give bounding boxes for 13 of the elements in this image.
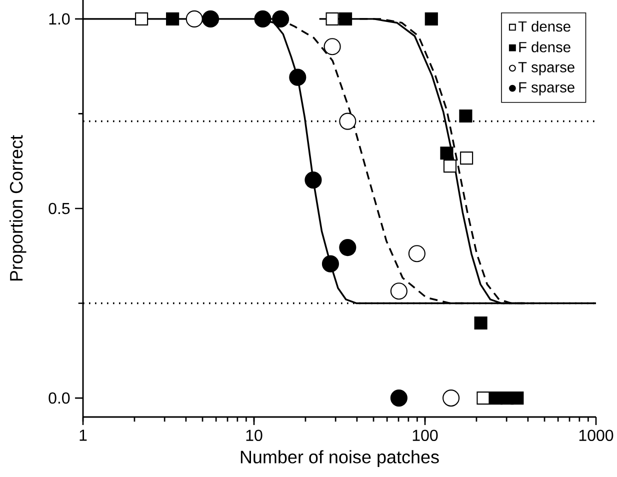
legend-label: T dense <box>518 20 570 32</box>
y-tick-label: 0.5 <box>48 202 70 214</box>
legend-label: T sparse <box>518 62 574 76</box>
x-tick-label: 100 <box>412 430 438 442</box>
x-tick-label: 1000 <box>579 430 614 442</box>
y-tick-label: 0.0 <box>48 392 70 404</box>
y-tick-label: 1.0 <box>49 13 70 25</box>
legend-label: F dense <box>519 42 570 52</box>
x-axis-title: Number of noise patches <box>240 450 439 467</box>
y-axis-title: Proportion Correct <box>9 135 26 281</box>
x-tick-label: 1 <box>80 430 87 441</box>
legend-label: F sparse <box>519 82 574 96</box>
x-tick-label: 10 <box>246 430 262 442</box>
